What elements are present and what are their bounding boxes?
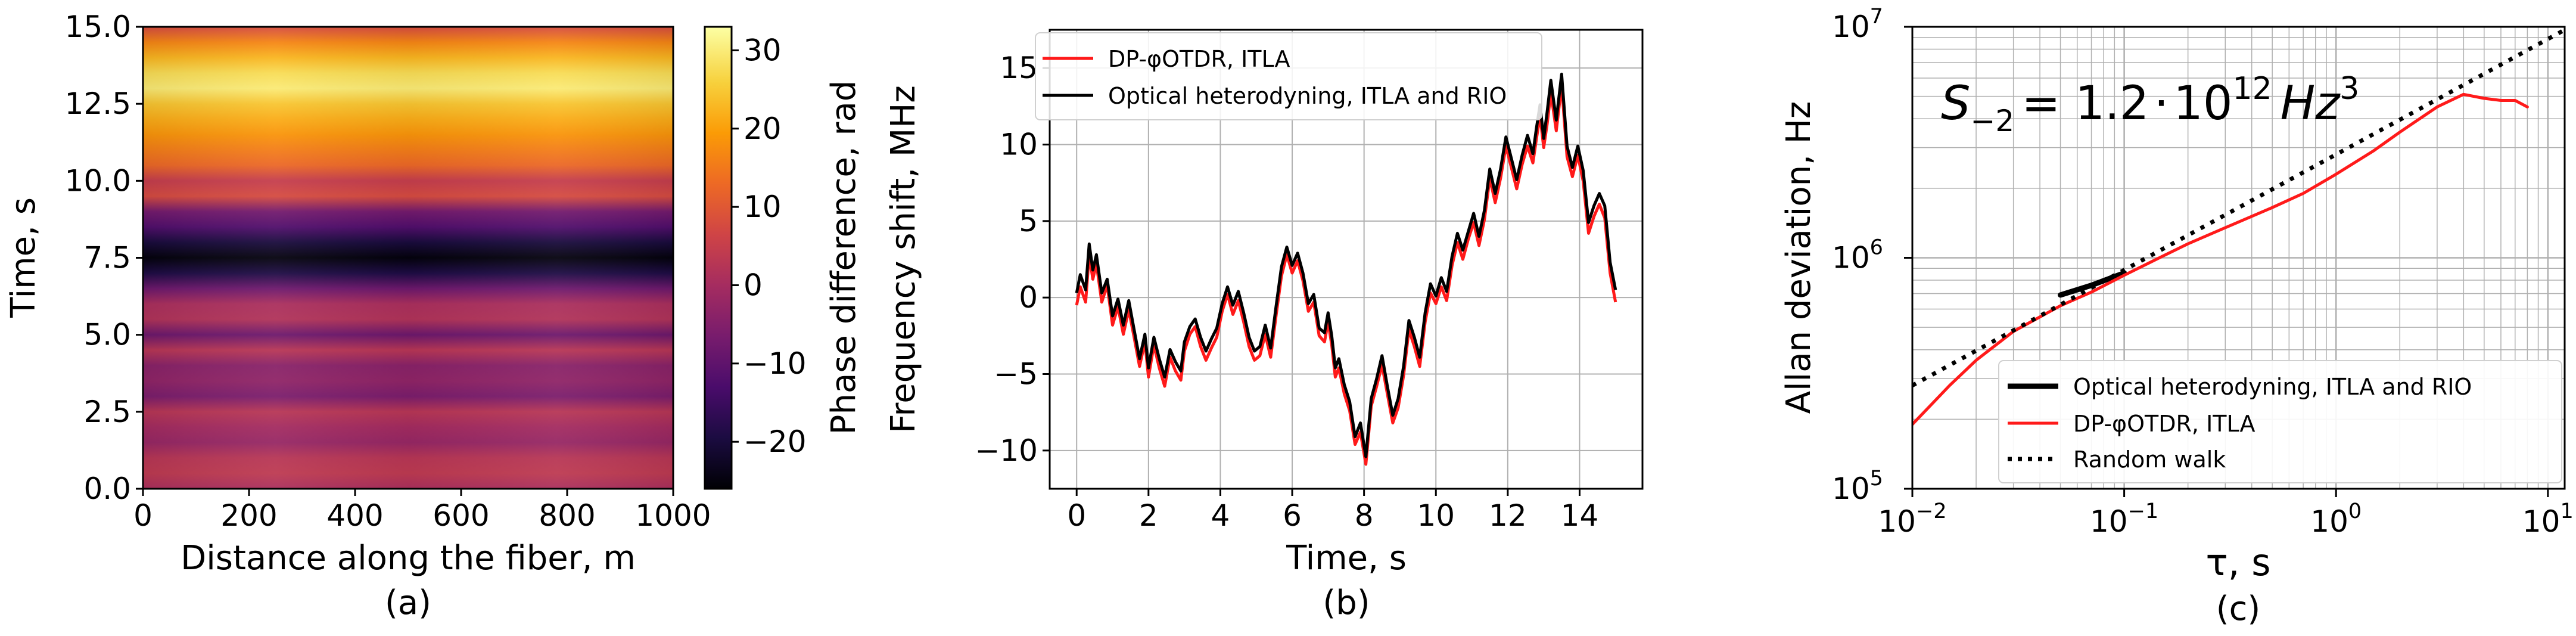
chart-b-x-tick-label: 8	[1355, 498, 1374, 533]
heatmap-y-axis-label: Time, s	[4, 197, 43, 318]
chart-b-x-tick-label: 10	[1417, 498, 1455, 533]
heatmap-x-axis-label: Distance along the fiber, m	[181, 539, 636, 578]
heatmap-texture	[143, 27, 673, 489]
colorbar-tick-label: −20	[743, 424, 807, 459]
chart-c-series-1	[1912, 92, 2529, 426]
chart-b-x-tick-label: 2	[1139, 498, 1158, 533]
colorbar	[704, 26, 733, 490]
chart-b-x-tick-label: 14	[1561, 498, 1599, 533]
chart-b-y-tick-label: −5	[994, 357, 1038, 392]
chart-c-annotation: S−2 = 1.2 ⋅ 1012 Hz3	[1941, 71, 2359, 138]
panel-b-caption: (b)	[1323, 584, 1370, 622]
chart-c-legend-box	[1998, 360, 2562, 483]
chart-b-legend-label-1: Optical heterodyning, ITLA and RIO	[1108, 83, 1507, 109]
chart-b-x-axis-label: Time, s	[1286, 539, 1407, 578]
heatmap-y-tick-label: 12.5	[65, 86, 131, 121]
panel-a: 0 200 400 600 800 1000 0.02.55.07.510.012.515…	[4, 10, 863, 622]
chart-c-x-ticks: 10−2 10−1 100 101	[1878, 489, 2574, 539]
chart-c-x-tick-label: 100	[2310, 500, 2362, 539]
heatmap-x-tick-label: 200	[220, 498, 277, 533]
colorbar-ticks: −20 −10 0 10 20 30	[732, 33, 807, 459]
chart-b-y-tick-label: 5	[1019, 204, 1038, 238]
heatmap-x-tick-label: 1000	[635, 498, 711, 533]
heatmap-y-tick-label: 5.0	[83, 318, 131, 352]
colorbar-tick-label: 20	[743, 111, 782, 146]
panel-c-caption: (c)	[2216, 590, 2260, 628]
chart-b-y-tick-label: −10	[975, 433, 1038, 468]
chart-b-series-0	[1075, 83, 1617, 466]
chart-b-x-ticks: 0 2 4 6 8 10 12 14	[1067, 489, 1598, 533]
heatmap-y-ticks: 0.0 2.5 5.0 7.5 10.0 12.5 15.0	[65, 10, 143, 506]
chart-c-y-ticks: 105 106 107	[1832, 5, 1912, 506]
chart-b-legend-label-0: DP-φOTDR, ITLA	[1108, 46, 1290, 72]
heatmap-x-ticks: 0 200 400 600 800 1000	[133, 489, 711, 533]
colorbar-label: Phase difference, rad	[825, 80, 863, 435]
heatmap-y-tick-label: 7.5	[83, 241, 131, 275]
chart-b-legend: DP-φOTDR, ITLA Optical heterodyning, ITL…	[1035, 32, 1542, 120]
heatmap-y-tick-label: 15.0	[65, 10, 131, 44]
chart-c-y-tick-label: 106	[1832, 236, 1883, 275]
chart-b-series-1	[1075, 72, 1617, 458]
heatmap-x-tick-label: 600	[433, 498, 489, 533]
chart-b-y-ticks: −10 −5 0 5 10 15	[975, 51, 1050, 468]
chart-b-x-tick-label: 4	[1211, 498, 1230, 533]
chart-c-y-tick-label: 105	[1832, 467, 1883, 506]
chart-b-frame	[1049, 29, 1644, 490]
chart-b-series	[1075, 72, 1617, 466]
chart-c-x-tick-label: 10−2	[1878, 500, 1946, 539]
chart-c-series	[1912, 28, 2565, 426]
chart-b-y-tick-label: 15	[1000, 51, 1038, 85]
chart-c-x-tick-label: 101	[2522, 500, 2574, 539]
chart-b-x-tick-label: 0	[1067, 498, 1086, 533]
panel-a-caption: (a)	[385, 584, 431, 622]
chart-c-x-axis-label: τ, s	[2205, 541, 2270, 584]
colorbar-tick-label: 0	[743, 268, 763, 302]
chart-b-y-tick-label: 0	[1019, 280, 1038, 315]
chart-c-legend: Optical heterodyning, ITLA and RIO DP-φO…	[1998, 360, 2562, 483]
chart-b-x-tick-label: 6	[1283, 498, 1302, 533]
chart-b-y-tick-label: 10	[1000, 128, 1038, 162]
chart-c-legend-label-0: Optical heterodyning, ITLA and RIO	[2073, 374, 2472, 400]
panel-c: 10−2 10−1 100 101 105 106 107 τ, s Allan devi…	[1779, 5, 2574, 628]
heatmap-y-tick-label: 2.5	[83, 395, 131, 429]
panel-b: 0 2 4 6 8 10 12 14 −10 −5 0 5 10 15 Time, s Frequenc…	[884, 29, 1644, 622]
chart-c-legend-label-2: Random walk	[2073, 446, 2226, 473]
colorbar-tick-label: 30	[743, 33, 782, 67]
colorbar-tick-label: −10	[743, 346, 807, 381]
colorbar-tick-label: 10	[743, 190, 782, 224]
chart-b-x-tick-label: 12	[1489, 498, 1527, 533]
heatmap-y-tick-label: 10.0	[65, 163, 131, 198]
heatmap-x-tick-label: 0	[133, 498, 153, 533]
chart-b-legend-box	[1035, 32, 1542, 120]
chart-c-x-tick-label: 10−1	[2090, 500, 2158, 539]
chart-c-y-tick-label: 107	[1832, 5, 1883, 44]
heatmap-x-tick-label: 400	[326, 498, 383, 533]
heatmap-x-tick-label: 800	[539, 498, 595, 533]
chart-c-y-axis-label: Allan deviation, Hz	[1779, 101, 1818, 414]
heatmap-y-tick-label: 0.0	[83, 471, 131, 506]
chart-c-legend-label-1: DP-φOTDR, ITLA	[2073, 411, 2255, 437]
chart-b-y-axis-label: Frequency shift, MHz	[884, 85, 923, 433]
